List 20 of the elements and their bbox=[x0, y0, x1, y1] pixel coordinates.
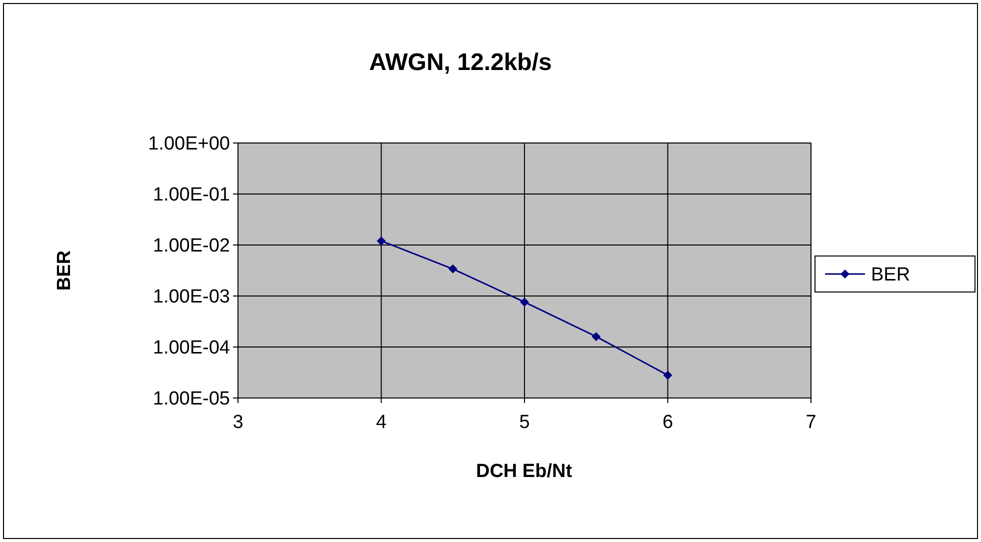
x-tick-label: 4 bbox=[376, 412, 387, 433]
y-tick-label: 1.00E-04 bbox=[152, 338, 230, 359]
point bbox=[520, 298, 529, 307]
y-tick-label: 1.00E-01 bbox=[152, 184, 230, 206]
y-tick-label: 1.00E-05 bbox=[152, 388, 230, 410]
x-tick-label: 7 bbox=[806, 412, 816, 433]
x-tick-label: 6 bbox=[662, 412, 674, 433]
y-tick-label: 1.00E-02 bbox=[152, 236, 230, 257]
point bbox=[663, 370, 672, 380]
x-tick-label: 5 bbox=[519, 412, 530, 433]
y-tick-label: 1.00E-03 bbox=[152, 286, 230, 308]
point bbox=[376, 236, 386, 246]
x-axis-title: DCH Eb/Nt bbox=[476, 461, 573, 482]
y-tick-label: 1.00E+00 bbox=[148, 134, 230, 155]
legend-label: BER bbox=[871, 264, 910, 286]
y-axis-title: BER bbox=[54, 250, 75, 291]
x-tick-label: 3 bbox=[232, 412, 244, 433]
point bbox=[592, 332, 601, 342]
chart-title: AWGN, 12.2kb/s bbox=[369, 49, 552, 76]
point bbox=[448, 264, 458, 274]
